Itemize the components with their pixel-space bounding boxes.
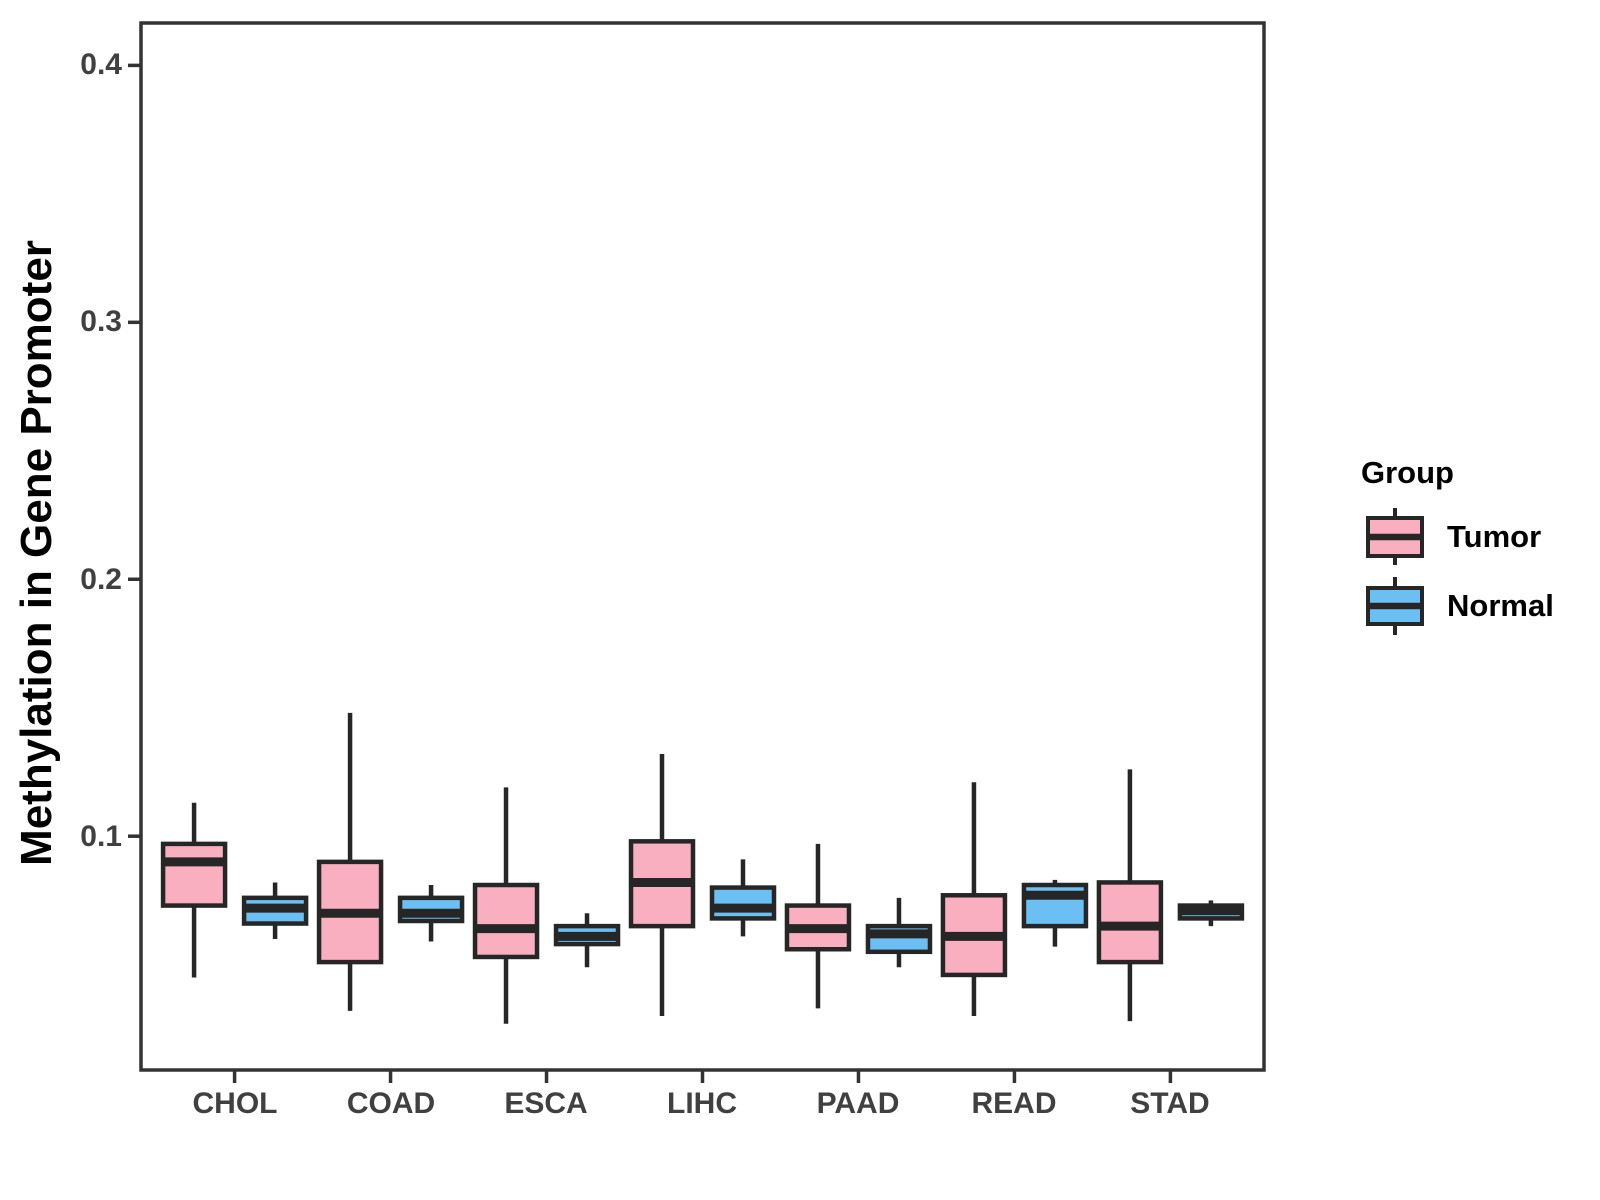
- x-tick-label-coad: COAD: [346, 1087, 436, 1120]
- x-tick-label-chol: CHOL: [192, 1087, 278, 1120]
- y-tick-label-0-2: 0.2: [80, 563, 122, 596]
- x-tick-label-lihc: LIHC: [667, 1087, 737, 1120]
- x-tick-label-esca: ESCA: [504, 1087, 588, 1120]
- x-tick-label-read: READ: [971, 1087, 1057, 1120]
- x-tick-label-paad: PAAD: [816, 1087, 900, 1120]
- legend-title: Group: [1361, 455, 1454, 490]
- y-tick-label-0-4: 0.4: [80, 48, 122, 81]
- legend-label-normal: Normal: [1447, 588, 1554, 623]
- box-tumor-chol: [160, 841, 228, 908]
- x-tick-label-stad: STAD: [1130, 1087, 1210, 1120]
- box-tumor-esca: [472, 882, 540, 960]
- box-normal-lihc: [709, 885, 777, 921]
- panel-border: [139, 21, 1266, 1072]
- y-tick-label-0-3: 0.3: [80, 305, 122, 338]
- legend-label-tumor: Tumor: [1447, 519, 1542, 554]
- y-tick-label-0-1: 0.1: [80, 820, 122, 853]
